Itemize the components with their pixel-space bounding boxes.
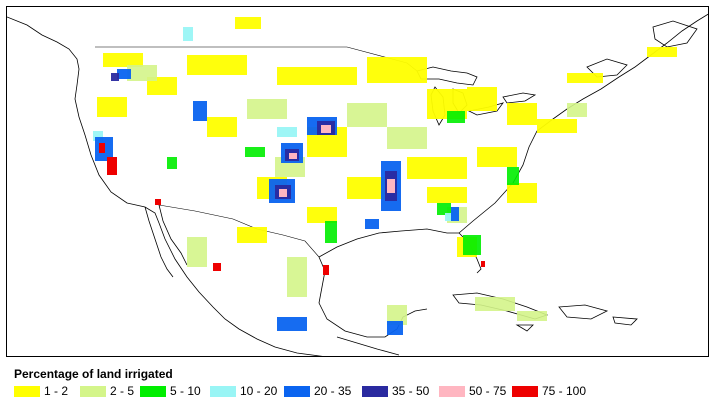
legend-swatch <box>80 386 106 397</box>
legend-label: 10 - 20 <box>240 384 278 398</box>
legend-swatch <box>512 386 538 397</box>
legend-label: 20 - 35 <box>314 384 352 398</box>
irrigation-patches <box>93 17 677 335</box>
legend-label: 50 - 75 <box>469 384 507 398</box>
legend-swatch <box>284 386 310 397</box>
legend-swatch <box>210 386 236 397</box>
legend-label: 35 - 50 <box>392 384 430 398</box>
legend-label: 5 - 10 <box>170 384 201 398</box>
legend-swatch <box>362 386 388 397</box>
legend-label: 75 - 100 <box>542 384 587 398</box>
legend-label: 2 - 5 <box>110 384 135 398</box>
legend-swatch <box>14 386 40 397</box>
legend-swatch <box>439 386 465 397</box>
legend-swatch <box>140 386 166 397</box>
legend: 1 - 2 2 - 5 5 - 10 10 - 20 20 - 35 35 - 50 50 … <box>14 384 704 400</box>
legend-label: 1 - 2 <box>44 384 69 398</box>
irrigation-map <box>7 13 708 356</box>
map-frame <box>6 6 709 357</box>
legend-title: Percentage of land irrigated <box>14 367 173 381</box>
